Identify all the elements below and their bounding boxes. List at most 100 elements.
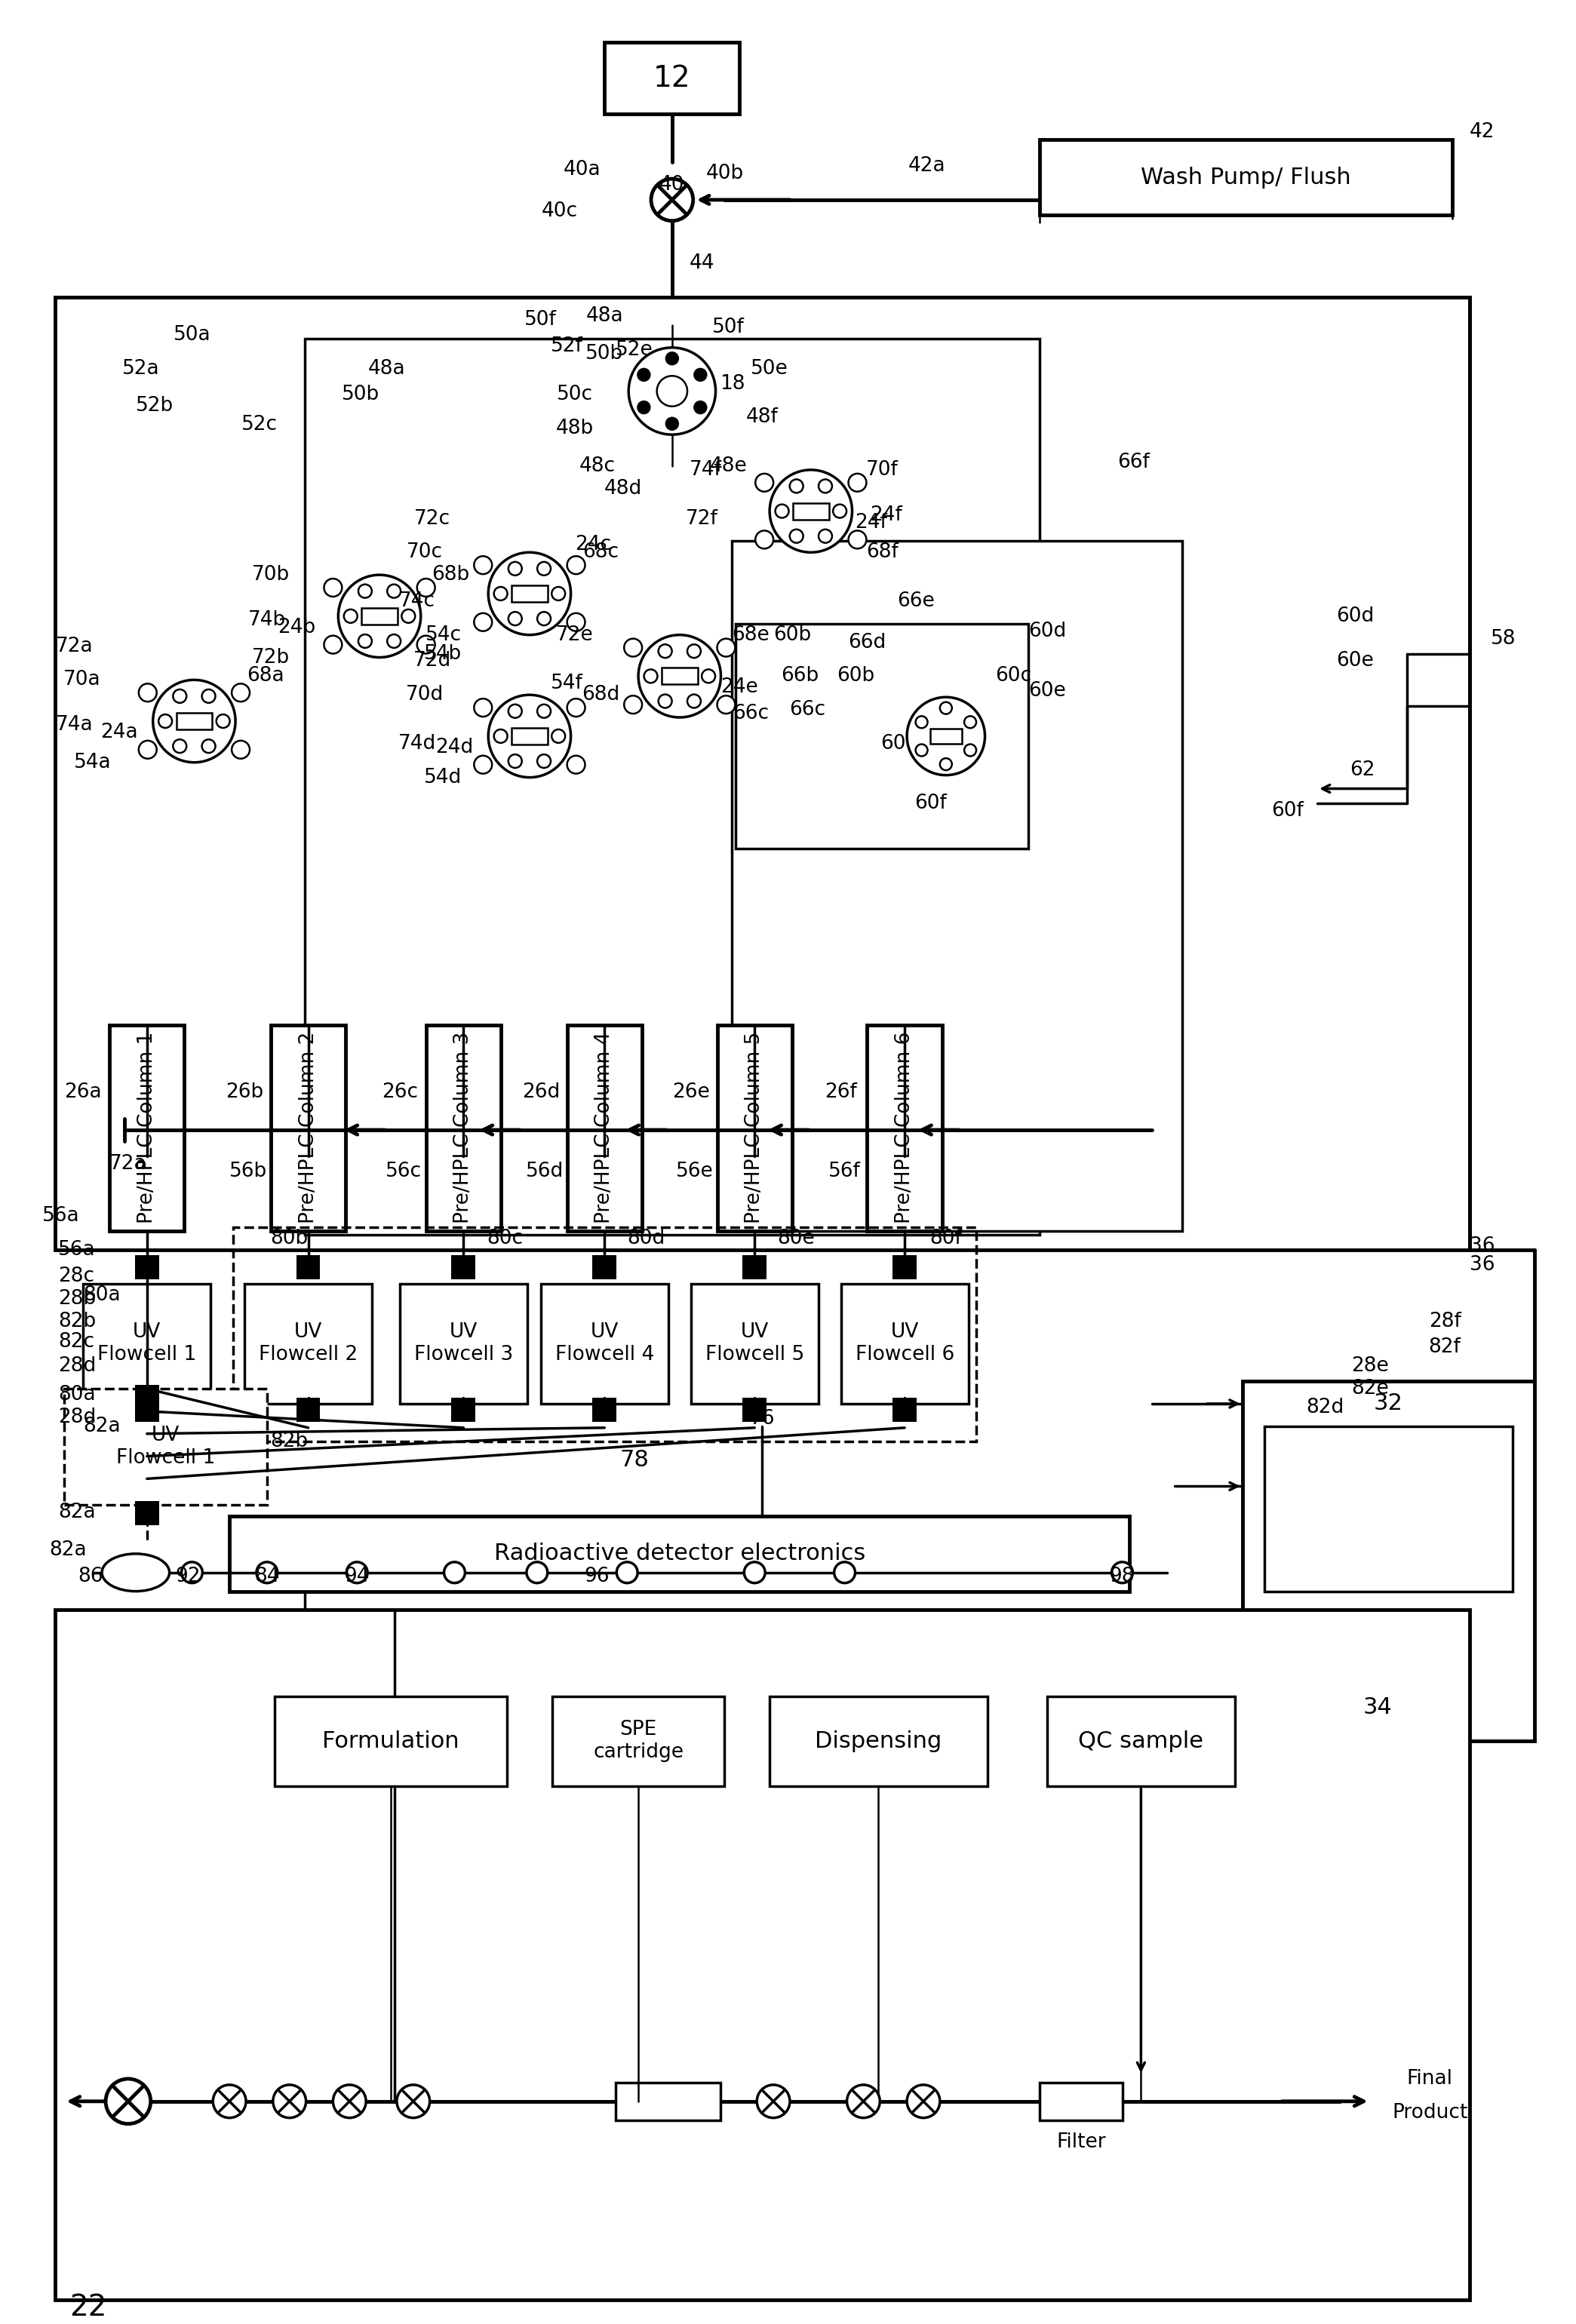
Text: 56a: 56a <box>43 1206 79 1227</box>
Text: UV
Flowcell 3: UV Flowcell 3 <box>414 1322 514 1364</box>
Text: 50f: 50f <box>712 318 744 337</box>
Text: Pre/HPLC Column 4: Pre/HPLC Column 4 <box>594 1032 615 1225</box>
Text: 80d: 80d <box>627 1229 665 1248</box>
Text: 56a: 56a <box>58 1241 96 1260</box>
Circle shape <box>333 2085 366 2117</box>
Bar <box>541 1283 668 1404</box>
Circle shape <box>397 2085 430 2117</box>
Text: 74d: 74d <box>399 734 437 753</box>
Circle shape <box>687 644 701 658</box>
Text: 68d: 68d <box>582 686 619 704</box>
Text: 40a: 40a <box>563 160 600 179</box>
Text: 28d: 28d <box>58 1357 96 1376</box>
Text: 78: 78 <box>619 1450 649 1471</box>
Circle shape <box>818 530 832 544</box>
Text: 72a: 72a <box>55 637 93 655</box>
Bar <box>55 297 1469 1250</box>
Text: 80f: 80f <box>930 1229 961 1248</box>
Circle shape <box>848 530 867 548</box>
Text: 76: 76 <box>750 1408 775 1429</box>
Text: 54a: 54a <box>74 753 112 772</box>
Text: 68f: 68f <box>865 541 898 562</box>
Text: 26c: 26c <box>381 1083 418 1102</box>
Circle shape <box>1111 1562 1133 1583</box>
Text: 82f: 82f <box>1429 1339 1461 1357</box>
Circle shape <box>939 758 952 769</box>
Circle shape <box>552 730 566 744</box>
Circle shape <box>616 1562 638 1583</box>
Text: 70a: 70a <box>63 669 101 690</box>
Circle shape <box>667 353 678 365</box>
Bar <box>233 1227 976 1441</box>
Text: UV
Flowcell 1: UV Flowcell 1 <box>98 1322 197 1364</box>
Text: 44: 44 <box>689 253 716 274</box>
Bar <box>296 1255 320 1278</box>
Text: 24f: 24f <box>854 514 887 532</box>
Circle shape <box>202 690 216 702</box>
Bar <box>136 1255 159 1278</box>
Circle shape <box>493 730 507 744</box>
Text: 72a: 72a <box>109 1155 147 1174</box>
Text: 28d: 28d <box>58 1408 96 1427</box>
Text: 18: 18 <box>720 374 745 393</box>
Text: Product: Product <box>1392 2103 1467 2122</box>
Circle shape <box>695 402 706 414</box>
Text: 72b: 72b <box>252 648 290 667</box>
Circle shape <box>624 639 641 658</box>
Circle shape <box>818 479 832 493</box>
Bar <box>717 1025 793 1232</box>
Bar <box>426 1025 501 1232</box>
Bar <box>616 2082 720 2119</box>
Bar <box>1242 1380 1535 1741</box>
Circle shape <box>509 755 522 767</box>
Circle shape <box>552 588 566 600</box>
Text: 52e: 52e <box>616 339 654 360</box>
Text: 24d: 24d <box>435 737 473 758</box>
Circle shape <box>916 744 928 755</box>
Text: UV
Flowcell 4: UV Flowcell 4 <box>555 1322 654 1364</box>
Bar <box>451 1255 476 1278</box>
Text: 98: 98 <box>1110 1566 1135 1585</box>
Text: 54f: 54f <box>552 674 583 693</box>
Circle shape <box>629 349 716 435</box>
Text: 54c: 54c <box>426 625 462 644</box>
Bar <box>1040 2082 1122 2119</box>
Text: 68b: 68b <box>432 565 470 586</box>
Text: 80c: 80c <box>487 1229 523 1248</box>
Circle shape <box>567 555 585 574</box>
Circle shape <box>526 1562 547 1583</box>
Text: 50b: 50b <box>586 344 624 363</box>
Circle shape <box>916 716 928 727</box>
Bar <box>244 1283 372 1404</box>
Text: 50f: 50f <box>525 309 556 330</box>
Text: 54b: 54b <box>424 644 462 662</box>
Circle shape <box>659 695 671 709</box>
Circle shape <box>257 1562 277 1583</box>
Circle shape <box>651 179 693 221</box>
Text: 70c: 70c <box>407 541 443 562</box>
Text: Pre/HPLC Column 3: Pre/HPLC Column 3 <box>454 1032 473 1225</box>
Text: 56f: 56f <box>829 1162 860 1181</box>
Circle shape <box>181 1562 202 1583</box>
Bar <box>593 1255 616 1278</box>
Text: 52b: 52b <box>136 397 173 416</box>
Text: 56e: 56e <box>676 1162 714 1181</box>
Text: UV
Flowcell 1: UV Flowcell 1 <box>117 1425 216 1469</box>
Text: 74b: 74b <box>247 611 285 630</box>
Text: 80a: 80a <box>58 1385 96 1404</box>
Text: 82c: 82c <box>58 1332 95 1353</box>
Text: 24f: 24f <box>870 504 901 525</box>
Circle shape <box>139 741 156 758</box>
Circle shape <box>769 469 853 553</box>
Text: Formulation: Formulation <box>322 1731 459 1752</box>
Circle shape <box>173 739 186 753</box>
Text: 60d: 60d <box>1336 607 1374 625</box>
Circle shape <box>906 2085 939 2117</box>
Text: 52f: 52f <box>552 337 583 356</box>
Circle shape <box>489 553 571 634</box>
Text: 28b: 28b <box>58 1290 96 1308</box>
Circle shape <box>493 588 507 600</box>
Bar <box>296 1397 320 1422</box>
Text: 50e: 50e <box>750 358 788 379</box>
Text: 24e: 24e <box>720 679 758 697</box>
